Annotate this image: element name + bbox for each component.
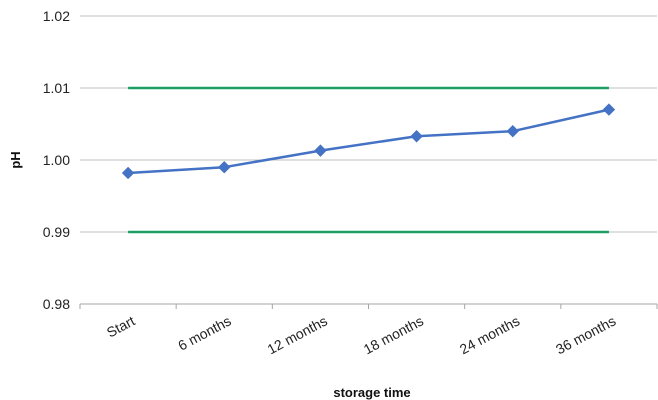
x-axis-title: storage time xyxy=(333,385,410,400)
ph-series-line xyxy=(128,108,610,175)
y-tick-label: 1.02 xyxy=(43,8,70,24)
x-tick-label: 24 months xyxy=(457,313,522,358)
y-tick-label: 0.99 xyxy=(43,224,70,240)
data-point-marker xyxy=(410,130,423,143)
data-point-marker xyxy=(314,144,327,157)
x-tick-label: Start xyxy=(104,312,138,340)
x-tick-label: 18 months xyxy=(361,313,426,358)
y-tick-label: 1.00 xyxy=(43,152,70,168)
x-tick-label: 6 months xyxy=(175,313,233,354)
series-lines xyxy=(128,86,610,234)
y-tick-label: 0.98 xyxy=(43,296,70,312)
data-point-marker xyxy=(602,103,616,116)
data-point-marker xyxy=(218,160,231,174)
x-tick-label: 36 months xyxy=(553,313,618,358)
y-axis-ticks: 0.98 0.99 1.00 1.01 1.02 xyxy=(43,8,70,312)
gridlines xyxy=(80,15,657,305)
x-tick-label: 12 months xyxy=(265,313,330,358)
y-tick-label: 1.01 xyxy=(43,80,70,96)
y-axis-title: pH xyxy=(8,151,23,168)
x-axis-ticks: Start 6 months 12 months 18 months 24 months… xyxy=(79,304,658,358)
series-markers xyxy=(121,103,616,180)
data-point-marker xyxy=(121,166,135,180)
data-point-marker xyxy=(506,124,519,138)
